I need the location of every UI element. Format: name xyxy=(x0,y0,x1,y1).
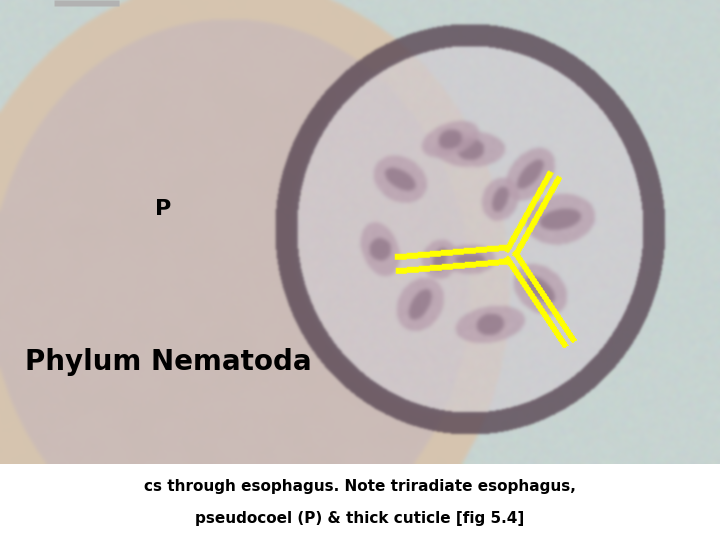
Text: P: P xyxy=(155,199,171,219)
Text: Phylum Nematoda: Phylum Nematoda xyxy=(25,348,312,376)
Text: cs through esophagus. Note triradiate esophagus,: cs through esophagus. Note triradiate es… xyxy=(144,478,576,494)
Text: pseudocoel (P) & thick cuticle [fig 5.4]: pseudocoel (P) & thick cuticle [fig 5.4] xyxy=(195,511,525,526)
